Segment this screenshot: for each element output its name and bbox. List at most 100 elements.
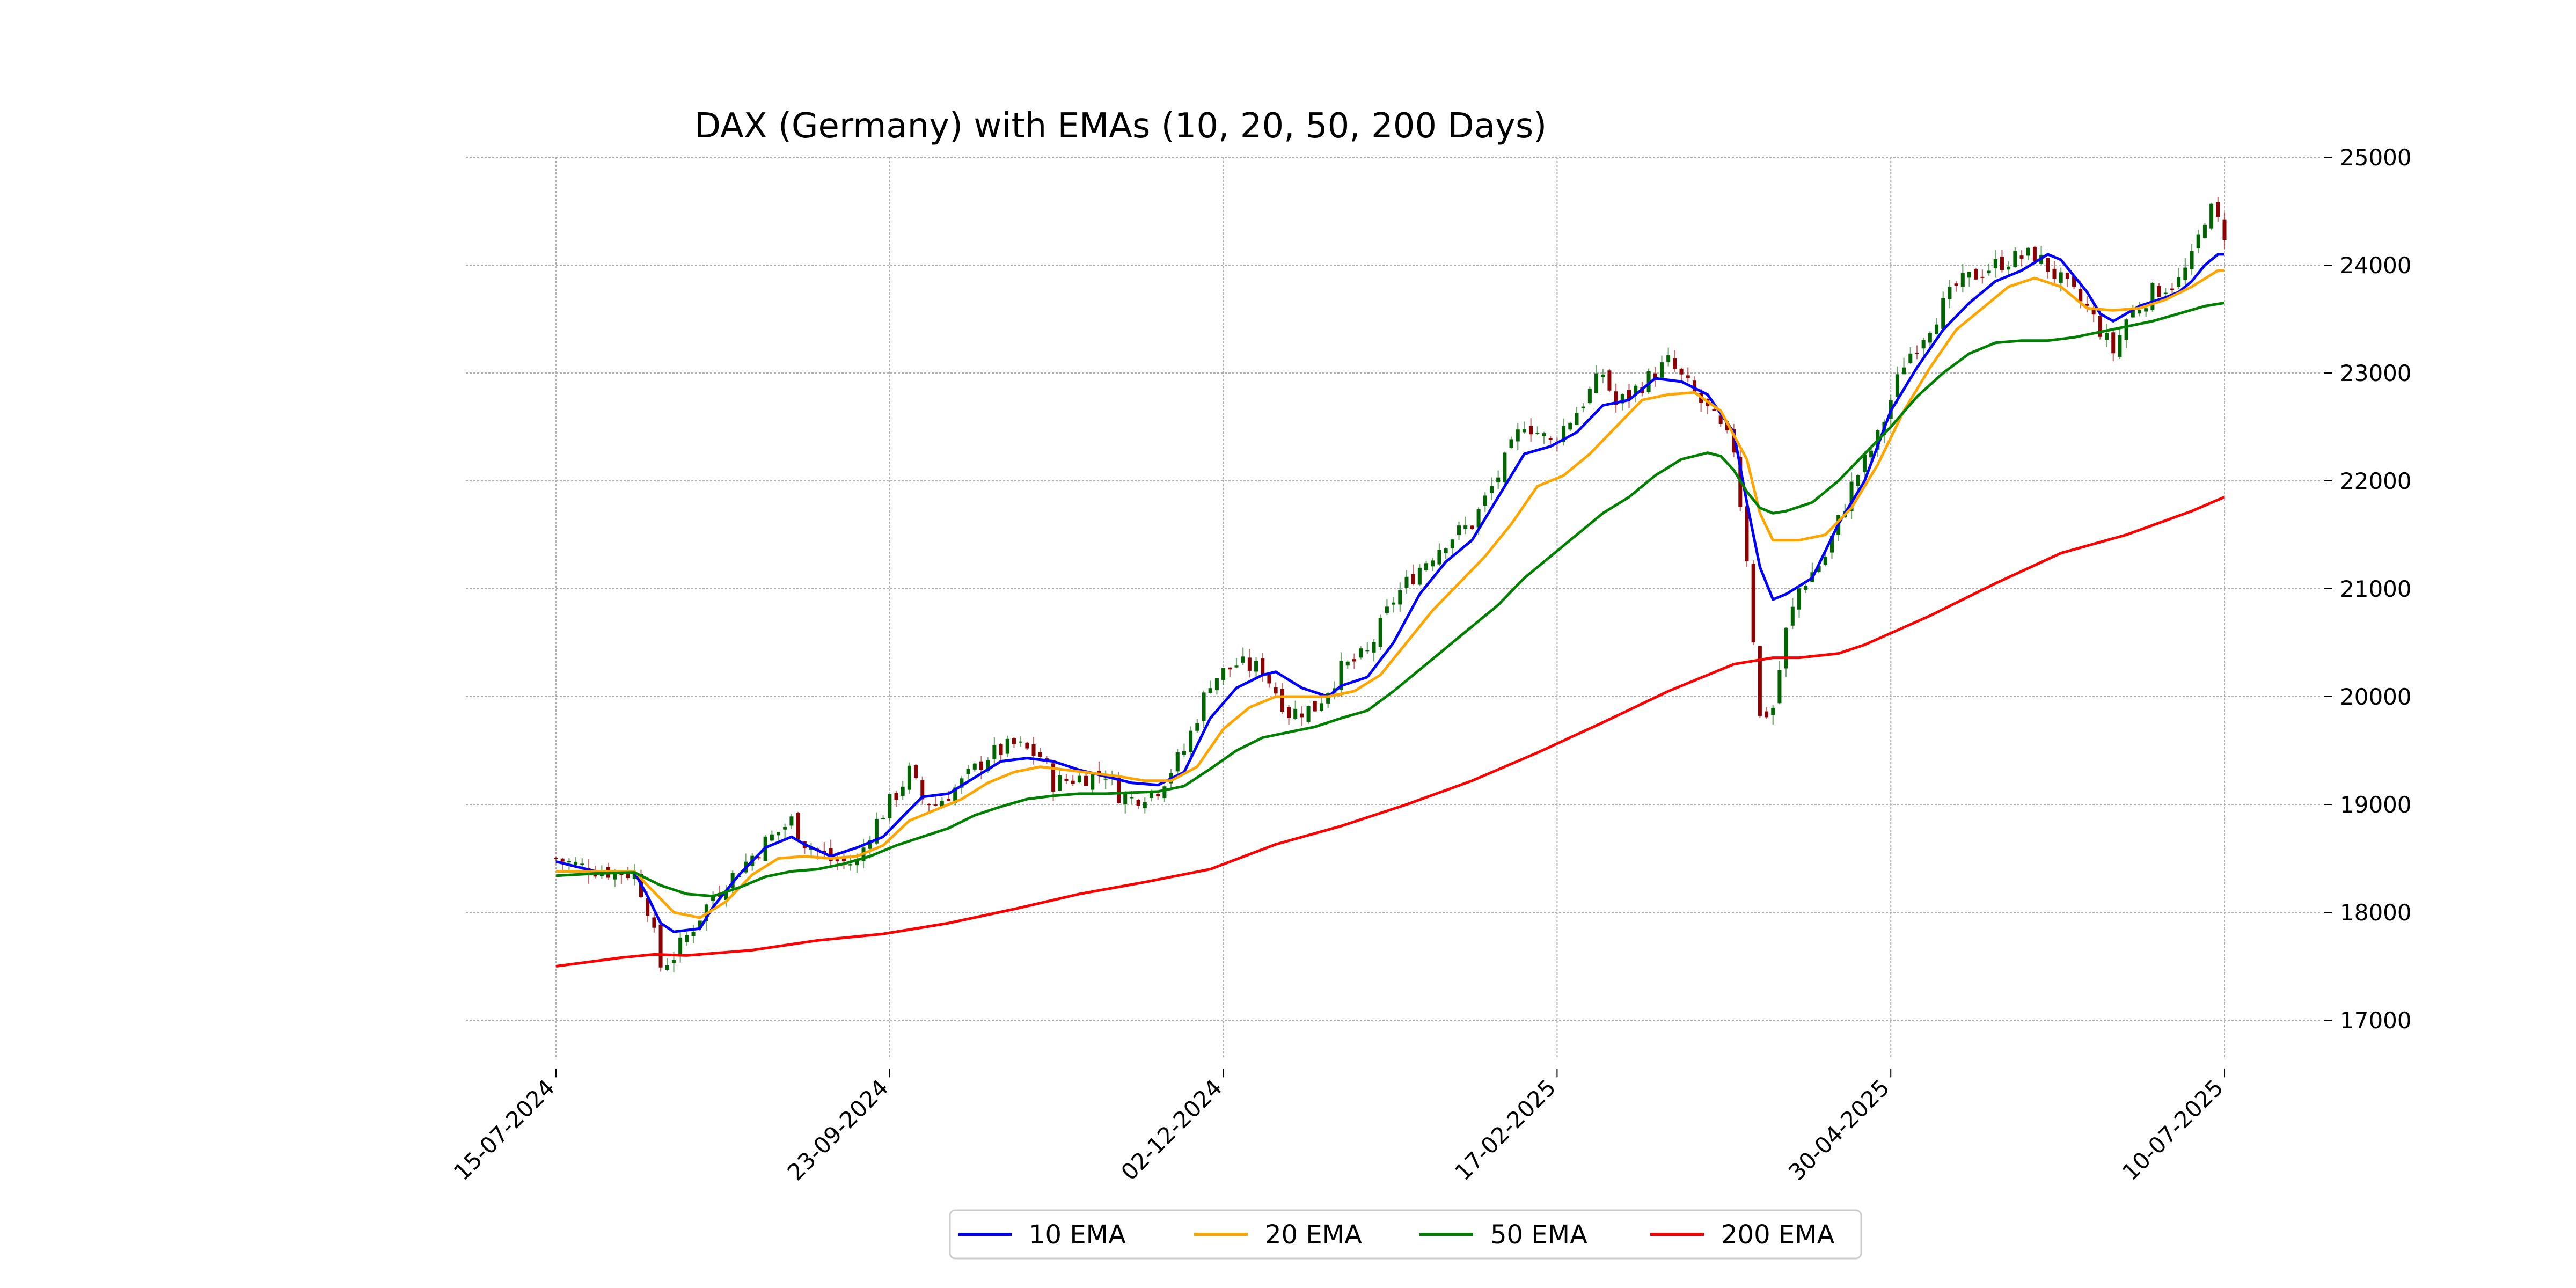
candle-body: [1326, 693, 1330, 704]
candle-body: [1503, 452, 1507, 482]
candle-body: [1274, 687, 1278, 694]
legend-label: 200 EMA: [1721, 1220, 1835, 1250]
candle: [2052, 261, 2057, 284]
candle: [1777, 661, 1782, 705]
candle-body: [1659, 362, 1664, 378]
candle-body: [711, 897, 715, 901]
candle-body: [927, 804, 931, 806]
candle: [1666, 347, 1671, 367]
candle: [1267, 674, 1271, 688]
candle-body: [868, 840, 872, 849]
candle-body: [2196, 234, 2200, 248]
candle-body: [1175, 752, 1180, 772]
candle-body: [1300, 713, 1304, 718]
candle-body: [1732, 429, 1736, 453]
candle-body: [2150, 283, 2155, 311]
candle-body: [560, 858, 565, 862]
candle: [1673, 350, 1677, 372]
candle-body: [894, 793, 898, 800]
candle: [1437, 543, 1441, 566]
candle-body: [1103, 778, 1108, 780]
candle: [1659, 355, 1664, 379]
candle-body: [2079, 289, 2083, 302]
candle-body: [1935, 324, 1939, 334]
candle: [1823, 552, 1827, 567]
candle: [1214, 678, 1219, 695]
candle-body: [972, 763, 977, 770]
candle-body: [855, 861, 859, 866]
candle: [1562, 418, 1566, 446]
candle: [1287, 705, 1291, 725]
candle-body: [841, 857, 846, 861]
ema-series-layer: [555, 253, 2225, 968]
candle-body: [1987, 270, 1991, 274]
candle-body: [881, 818, 885, 819]
candle-body: [1136, 800, 1140, 806]
y-tick-label: 20000: [2340, 684, 2412, 710]
candle-body: [835, 859, 839, 862]
candle-body: [1849, 481, 1854, 511]
candle: [1954, 281, 1958, 292]
y-tick-label: 23000: [2340, 360, 2412, 386]
candle-body: [1542, 433, 1546, 436]
candle: [1359, 646, 1363, 660]
candle: [1091, 771, 1095, 793]
candle: [1548, 436, 1553, 446]
candle: [1189, 726, 1193, 760]
candle: [992, 737, 997, 766]
candle-body: [1646, 371, 1651, 393]
grid-layer: [466, 157, 2322, 1058]
candle: [2202, 223, 2207, 239]
candle-body: [1745, 506, 1749, 562]
candle-body: [1064, 779, 1069, 781]
candle: [1398, 582, 1402, 612]
legend-item-200-ema: 200 EMA: [1650, 1220, 1835, 1250]
candle-body: [1614, 391, 1618, 405]
candle: [796, 811, 800, 840]
candle: [1228, 667, 1232, 677]
candle-body: [2124, 319, 2128, 340]
candle-body: [947, 799, 951, 801]
candle-body: [1790, 606, 1795, 626]
candle-body: [933, 804, 938, 806]
candle: [933, 795, 938, 807]
candle: [1646, 368, 1651, 394]
y-tick-label: 22000: [2340, 468, 2412, 494]
candle: [1064, 774, 1069, 784]
candle-body: [914, 765, 918, 778]
candle: [1300, 706, 1304, 726]
candle: [1758, 646, 1762, 718]
candle: [2065, 272, 2069, 287]
candle-body: [848, 864, 853, 866]
candle: [868, 836, 872, 859]
candle-body: [1071, 780, 1075, 784]
candle: [1411, 564, 1415, 586]
legend-label: 10 EMA: [1029, 1220, 1126, 1250]
candle-body: [1339, 661, 1343, 690]
candle: [1025, 742, 1029, 750]
candle-body: [1823, 557, 1827, 565]
candle-body: [1601, 374, 1605, 377]
candle-body: [1306, 706, 1311, 722]
candle: [1274, 682, 1278, 696]
candle-body: [1829, 536, 1834, 553]
candle-body: [1679, 368, 1684, 375]
candle: [1980, 269, 1985, 284]
200-ema-line: [555, 495, 2225, 968]
chart-title: DAX (Germany) with EMAs (10, 20, 50, 200…: [694, 106, 1547, 146]
candle: [2216, 197, 2220, 222]
candle-body: [1287, 707, 1291, 718]
candle-body: [1247, 657, 1252, 671]
candle-body: [1372, 642, 1376, 653]
candle: [1470, 525, 1474, 530]
candle-body: [1182, 751, 1186, 755]
candle-body: [1993, 259, 1997, 269]
candle: [1692, 376, 1696, 394]
candle-body: [1293, 708, 1298, 719]
candle-body: [2026, 247, 2030, 256]
candle-body: [1019, 741, 1023, 743]
candle: [927, 803, 931, 813]
candle: [1516, 423, 1520, 451]
y-tick-label: 21000: [2340, 576, 2412, 602]
candle-body: [1267, 675, 1271, 684]
